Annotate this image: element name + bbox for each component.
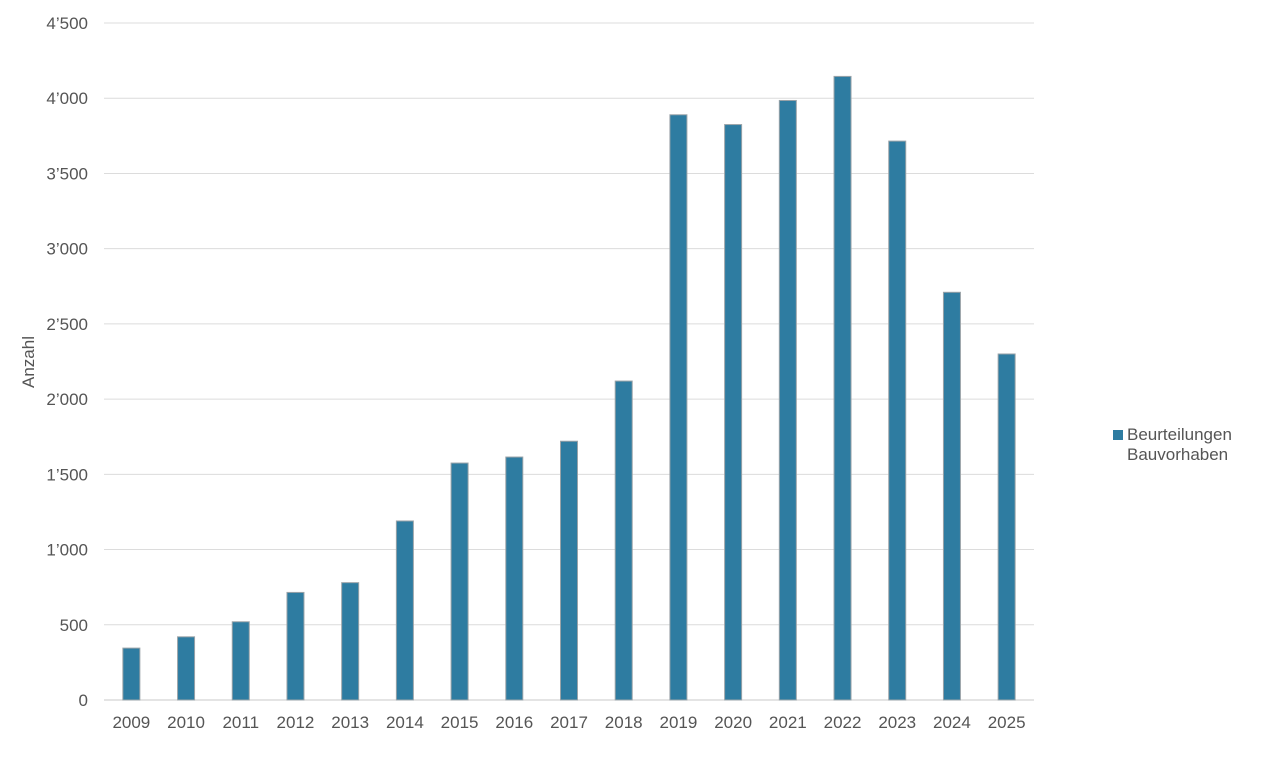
bar-2011 — [231, 621, 250, 701]
x-tick-label: 2019 — [659, 713, 697, 732]
bar-2010 — [177, 636, 196, 701]
x-tick-label: 2016 — [495, 713, 533, 732]
x-tick-label: 2021 — [769, 713, 807, 732]
y-tick-label: 1’000 — [46, 541, 88, 560]
y-axis-ticks: 0 500 1’000 1’500 2’000 2’500 3’000 3’500 4’000 4… — [46, 14, 88, 710]
gridlines — [104, 22, 1034, 701]
x-tick-label: 2015 — [441, 713, 479, 732]
x-tick-label: 2009 — [112, 713, 150, 732]
y-tick-label: 3’500 — [46, 164, 88, 183]
x-tick-label: 2023 — [878, 713, 916, 732]
bar-2024 — [942, 291, 961, 701]
x-tick-label: 2011 — [222, 713, 259, 732]
y-tick-label: 4’000 — [46, 89, 88, 108]
y-axis-title: Anzahl — [19, 336, 38, 388]
y-tick-label: 500 — [60, 616, 88, 635]
x-tick-label: 2018 — [605, 713, 643, 732]
y-tick-label: 0 — [79, 691, 88, 710]
legend-swatch — [1113, 430, 1123, 440]
x-tick-label: 2024 — [933, 713, 971, 732]
x-tick-label: 2010 — [167, 713, 205, 732]
bar-2014 — [395, 520, 414, 701]
x-tick-label: 2012 — [277, 713, 315, 732]
bar-2020 — [724, 124, 743, 701]
bars — [122, 75, 1016, 701]
bar-2015 — [450, 462, 469, 701]
x-tick-label: 2013 — [331, 713, 369, 732]
x-tick-label: 2020 — [714, 713, 752, 732]
bar-2012 — [286, 591, 305, 701]
x-tick-label: 2025 — [988, 713, 1026, 732]
bar-2017 — [560, 440, 578, 701]
bar-2013 — [341, 582, 360, 701]
bar-2019 — [669, 114, 688, 701]
y-tick-label: 4’500 — [46, 14, 88, 33]
bar-2016 — [505, 456, 524, 701]
bar-2023 — [888, 140, 907, 701]
bar-2018 — [614, 380, 633, 701]
legend: Beurteilungen Bauvorhaben — [1113, 425, 1267, 465]
x-tick-label: 2017 — [550, 713, 588, 732]
bar-2025 — [997, 353, 1016, 701]
x-axis-ticks: 2009 2010 2011 2012 2013 2014 2015 2016 2017 2018… — [112, 713, 1025, 732]
y-tick-label: 1’500 — [46, 465, 88, 484]
x-tick-label: 2014 — [386, 713, 424, 732]
y-tick-label: 3’000 — [46, 240, 88, 259]
x-tick-label: 2022 — [824, 713, 862, 732]
legend-label: Beurteilungen Bauvorhaben — [1127, 425, 1232, 464]
bar-2022 — [833, 75, 852, 701]
y-tick-label: 2’500 — [46, 315, 88, 334]
bar-2021 — [778, 99, 797, 701]
bar-2009 — [122, 647, 141, 701]
y-tick-label: 2’000 — [46, 390, 88, 409]
